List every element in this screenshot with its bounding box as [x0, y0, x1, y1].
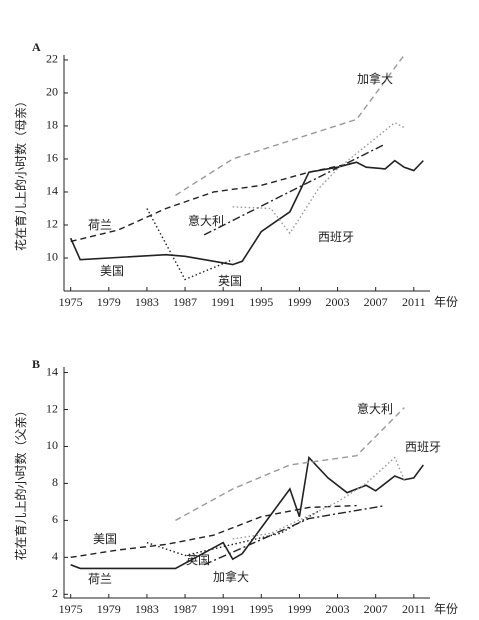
x-tick-label: 1995	[249, 295, 273, 309]
x-tick-label: 1999	[287, 295, 311, 309]
y-axis-label: 花在育儿上的小时数（父亲）	[13, 404, 28, 560]
series-name: 英国	[218, 274, 242, 288]
panel-label: B	[32, 357, 40, 371]
series-name: 加拿大	[357, 71, 393, 86]
panel-label: A	[32, 40, 41, 54]
x-tick-label: 1999	[287, 602, 311, 616]
x-tick-label: 1975	[59, 295, 83, 309]
x-tick-label: 1975	[59, 602, 83, 616]
series-name: 英国	[186, 553, 210, 567]
y-tick-label: 14	[46, 184, 58, 198]
y-tick-label: 8	[52, 475, 58, 489]
series-line	[203, 504, 386, 566]
x-tick-label: 1987	[173, 295, 197, 309]
y-tick-label: 18	[46, 118, 58, 132]
series-line	[70, 455, 424, 570]
series-name: 荷兰	[88, 572, 112, 586]
y-tick-label: 10	[46, 250, 58, 264]
y-tick-label: 4	[52, 549, 58, 563]
y-axis-label: 花在育儿上的小时数（母亲）	[13, 95, 28, 251]
y-tick-label: 10	[46, 438, 58, 452]
x-tick-label: 1991	[211, 602, 235, 616]
y-tick-label: 14	[46, 364, 58, 378]
x-tick-label: 1979	[97, 295, 121, 309]
x-tick-label: 1987	[173, 602, 197, 616]
y-tick-label: 2	[52, 586, 58, 600]
series-name: 美国	[100, 264, 124, 278]
series-name: 意大利	[357, 401, 393, 416]
x-tick-label: 2011	[402, 602, 426, 616]
x-tick-label: 1979	[97, 602, 121, 616]
series-line	[70, 504, 357, 559]
series-line	[146, 208, 233, 281]
series-name: 西班牙	[405, 440, 441, 454]
y-tick-label: 12	[46, 217, 58, 231]
series-line	[203, 143, 386, 236]
series-line	[69, 159, 424, 266]
series-line	[70, 161, 357, 243]
series-name: 加拿大	[213, 569, 249, 584]
series-name: 意大利	[188, 213, 224, 228]
x-tick-label: 2007	[364, 602, 388, 616]
x-tick-label: 2003	[326, 602, 350, 616]
x-tick-label: 1991	[211, 295, 235, 309]
x-axis-label: 年份	[434, 295, 458, 309]
y-tick-label: 6	[52, 512, 58, 526]
series-line	[146, 510, 319, 557]
x-tick-label: 1983	[135, 295, 159, 309]
series-name: 美国	[93, 532, 117, 546]
y-tick-label: 22	[46, 52, 58, 66]
series-line	[175, 54, 405, 196]
y-tick-label: 12	[46, 401, 58, 415]
x-tick-label: 1983	[135, 602, 159, 616]
x-axis-label: 年份	[434, 602, 458, 616]
y-tick-label: 20	[46, 85, 58, 99]
series-line	[232, 456, 405, 540]
series-name: 荷兰	[88, 218, 112, 232]
series-name: 西班牙	[318, 230, 354, 244]
y-tick-label: 16	[46, 151, 58, 165]
x-tick-label: 2003	[326, 295, 350, 309]
x-tick-label: 2011	[402, 295, 426, 309]
series-line	[175, 407, 405, 521]
x-tick-label: 1995	[249, 602, 273, 616]
x-tick-label: 2007	[364, 295, 388, 309]
series-line	[232, 121, 405, 235]
